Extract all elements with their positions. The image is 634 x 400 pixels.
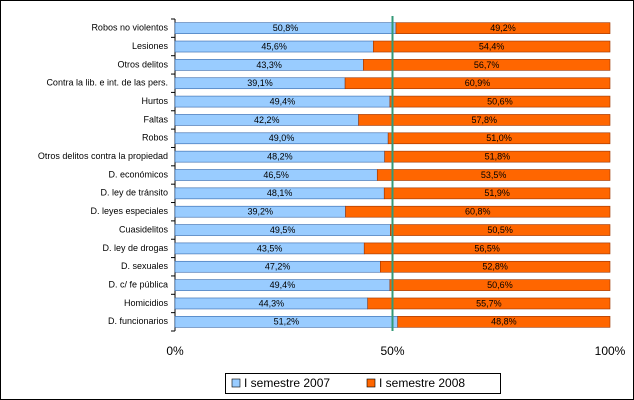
data-label: 44,3% [259,298,285,308]
data-label: 51,2% [274,317,300,327]
data-label: 42,2% [254,115,280,125]
category-label: D. funcionarios [108,316,169,326]
data-label: 49,4% [270,96,296,106]
bar-segment [395,22,611,34]
category-label: D. leyes especiales [90,206,168,216]
data-label: 50,8% [273,23,299,33]
category-label: D. ley de tránsito [100,188,168,198]
data-label: 56,7% [474,60,500,70]
category-label: Hurtos [141,96,168,106]
legend-box [225,373,501,394]
data-label: 55,7% [476,298,502,308]
legend-label: I semestre 2008 [379,376,465,390]
data-label: 48,2% [267,152,293,162]
category-label: Cuasidelitos [119,224,169,234]
data-label: 51,8% [485,152,511,162]
data-label: 57,8% [472,115,498,125]
data-label: 47,2% [265,262,291,272]
data-label: 49,4% [270,280,296,290]
data-label: 60,9% [465,78,491,88]
bar-segment [345,205,611,218]
data-label: 50,5% [487,225,513,235]
legend-swatch [231,378,241,388]
category-label: D. ley de drogas [102,243,168,253]
category-label: Robos [142,133,169,143]
legend-label: I semestre 2007 [244,376,330,390]
category-label: Otros delitos contra la propiedad [38,151,168,161]
category-label: Robos no violentos [91,23,168,33]
category-label: D. c/ fe pública [108,279,168,289]
category-label: D. sexuales [121,261,169,271]
bar-segment [397,316,611,328]
bar-segment [376,169,611,181]
bar-segment [389,95,611,108]
data-label: 49,2% [490,23,516,33]
data-label: 45,6% [261,41,287,51]
category-label: Lesiones [132,41,169,51]
data-label: 39,1% [247,78,273,88]
data-label: 54,4% [479,41,505,51]
data-label: 49,5% [270,225,296,235]
legend-swatch [366,378,376,388]
x-tick-label: 0% [166,344,184,358]
data-label: 52,8% [482,262,508,272]
category-label: Homicidios [124,298,169,308]
bar-segment [384,150,611,163]
bar-segment [367,297,611,310]
bar-segment [389,279,611,291]
bar-segment [363,59,611,71]
data-label: 43,3% [256,60,282,70]
bar-segment [358,114,611,126]
bar-segment [363,242,611,255]
data-label: 53,5% [481,170,507,180]
data-label: 50,6% [487,280,513,290]
data-label: 46,5% [263,170,289,180]
x-tick-label: 50% [380,344,404,358]
bar-segment [390,224,611,236]
data-label: 50,6% [487,96,513,106]
category-label: Faltas [143,114,168,124]
data-label: 39,2% [247,207,273,217]
bar-segment [387,132,611,145]
bar-segment [380,260,611,273]
x-tick-label: 100% [595,344,626,358]
data-label: 48,8% [491,317,517,327]
bar-segment [373,40,611,53]
category-label: Otros delitos [117,59,168,69]
data-label: 51,0% [486,133,512,143]
data-label: 51,9% [484,188,510,198]
bar-segment [344,77,611,90]
data-label: 60,8% [465,207,491,217]
category-label: D. económicos [108,169,168,179]
data-label: 43,5% [257,243,283,253]
data-label: 49,0% [269,133,295,143]
data-label: 56,5% [474,243,500,253]
data-label: 48,1% [267,188,293,198]
bar-segment [383,187,611,200]
category-label: Contra la lib. e int. de las pers. [46,78,168,88]
